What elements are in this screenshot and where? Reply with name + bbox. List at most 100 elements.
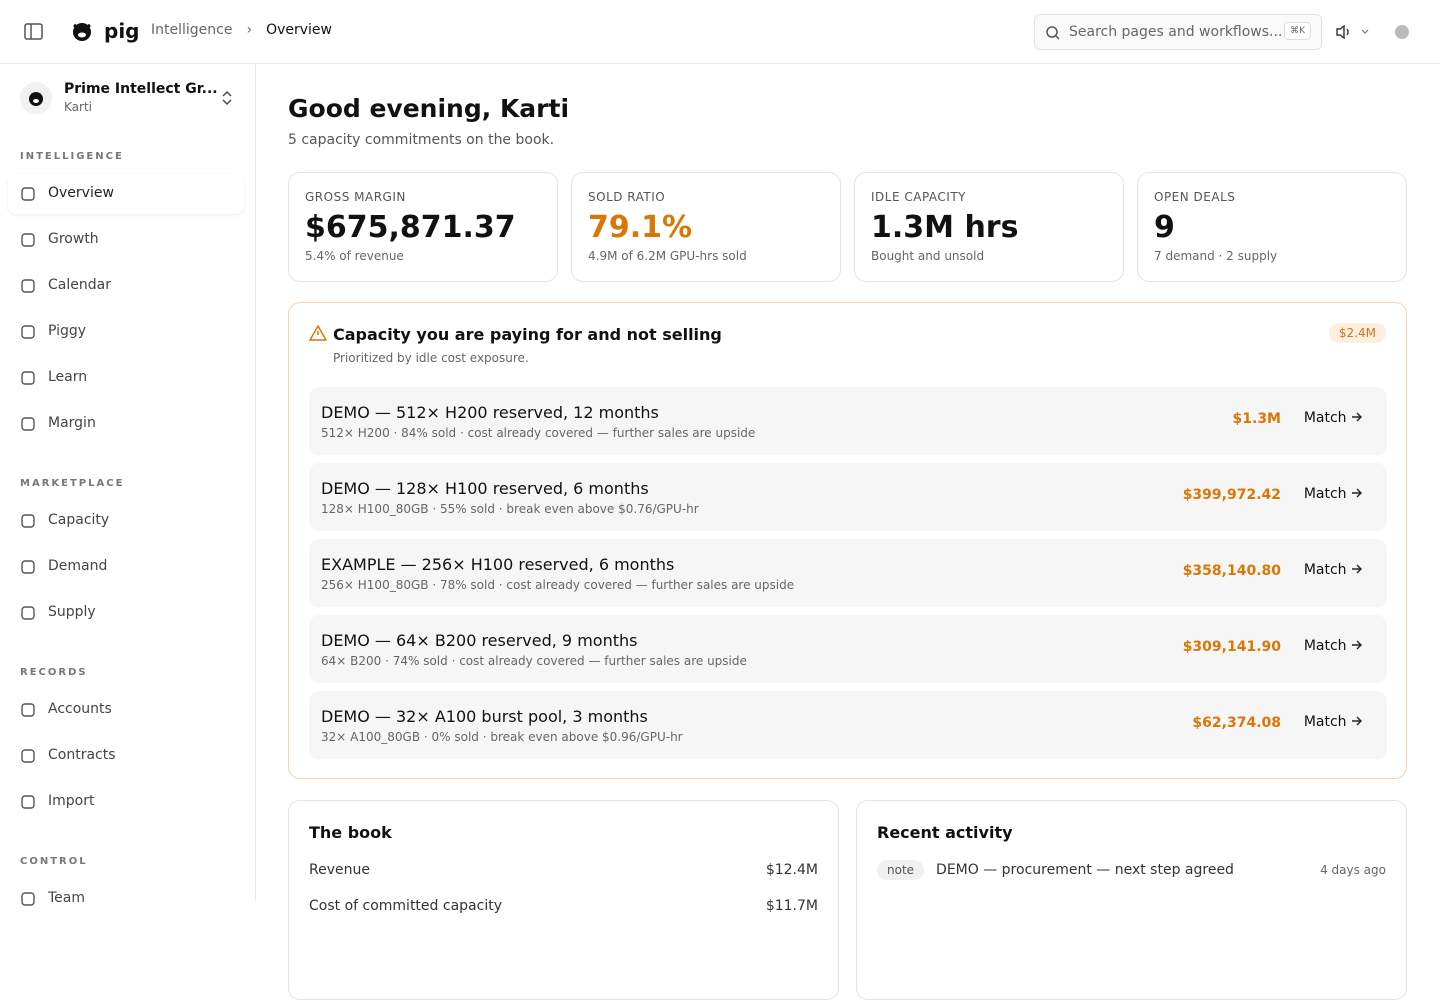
alert-item: DEMO — 64× B200 reserved, 9 months 64× B2… (309, 615, 1387, 683)
row-value: $12.4M (765, 862, 818, 878)
nav-icon (21, 892, 35, 906)
nav-label: Accounts (48, 701, 112, 717)
activity-card: Recent activity note DEMO — procurement — … (856, 800, 1407, 1000)
nav-item[interactable]: Capacity (8, 501, 244, 541)
header: pig Intelligence › Overview Search pages a… (0, 0, 1440, 64)
item-title: DEMO — 32× A100 burst pool, 3 months (321, 707, 648, 726)
logo (73, 23, 91, 41)
nav-icon (21, 795, 35, 809)
arrow (1352, 488, 1362, 498)
nav-icon (21, 325, 35, 339)
stat-value: 1.3M hrs (871, 210, 1019, 245)
match-button[interactable]: Match (1304, 486, 1363, 502)
item-amount: $1.3M (1232, 411, 1281, 427)
avatar[interactable] (1393, 22, 1411, 40)
nav-item[interactable]: Overview (8, 174, 244, 214)
stat-value: 9 (1154, 210, 1175, 245)
activity-tag: note (877, 860, 925, 880)
nav-item[interactable]: Growth (8, 220, 244, 260)
item-title: EXAMPLE — 256× H100 reserved, 6 months (321, 555, 675, 574)
item-amount: $399,972.42 (1182, 487, 1281, 503)
stat-card: IDLE CAPACITY 1.3M hrs Bought and unsold (854, 172, 1124, 282)
card-title: The book (309, 823, 392, 842)
nav-icon (21, 417, 35, 431)
stat-note: Bought and unsold (871, 249, 985, 263)
nav-icon (21, 606, 35, 620)
crumb: Overview (266, 22, 332, 38)
match-button[interactable]: Match (1304, 714, 1363, 730)
org-switch[interactable] (221, 90, 233, 106)
nav-label: Contracts (48, 747, 116, 763)
nav-label: Learn (48, 369, 88, 385)
nav-item[interactable]: Supply (8, 593, 244, 633)
nav-label: Demand (48, 558, 108, 574)
nav-label: Overview (48, 185, 114, 201)
org-avatar (20, 82, 52, 114)
item-detail: 512× H200 · 84% sold · cost already cove… (321, 426, 756, 440)
item-detail: 128× H100_80GB · 55% sold · break even a… (321, 502, 699, 516)
nav-item[interactable]: Margin (8, 404, 244, 444)
activity-time: 4 days ago (1320, 863, 1386, 877)
alert-item: DEMO — 32× A100 burst pool, 3 months 32× … (309, 691, 1387, 759)
sound-toggle[interactable] (1336, 24, 1370, 40)
item-detail: 32× A100_80GB · 0% sold · break even abo… (321, 730, 683, 744)
nav-item[interactable]: Piggy (8, 312, 244, 352)
book-row: Revenue $12.4M (309, 862, 818, 878)
row-value: $11.7M (765, 898, 818, 914)
search-placeholder: Search pages and workflows... (1069, 24, 1283, 40)
crumb[interactable]: Intelligence (151, 22, 233, 38)
alert-item: EXAMPLE — 256× H100 reserved, 6 months 25… (309, 539, 1387, 607)
nav-item[interactable]: Calendar (8, 266, 244, 306)
stat-note: 5.4% of revenue (305, 249, 404, 263)
alert-item: DEMO — 128× H100 reserved, 6 months 128× … (309, 463, 1387, 531)
nav-label: Margin (48, 415, 96, 431)
stat-card: GROSS MARGIN $675,871.37 5.4% of revenue (288, 172, 558, 282)
nav-icon (21, 514, 35, 528)
nav-label: Import (48, 793, 95, 809)
greeting: Good evening, Karti (288, 94, 570, 123)
item-title: DEMO — 64× B200 reserved, 9 months (321, 631, 638, 650)
stat-card: OPEN DEALS 9 7 demand · 2 supply (1137, 172, 1407, 282)
row-label: Revenue (309, 862, 370, 878)
section-label: RECORDS (20, 667, 88, 678)
nav-item[interactable]: Contracts (8, 736, 244, 776)
nav-icon (21, 560, 35, 574)
org-name[interactable]: Prime Intellect Gr... (64, 81, 218, 97)
arrow (1352, 412, 1362, 422)
section-label: CONTROL (20, 856, 88, 867)
nav-item[interactable]: Accounts (8, 690, 244, 730)
match-button[interactable]: Match (1304, 410, 1363, 426)
search[interactable]: Search pages and workflows... ⌘K (1034, 14, 1322, 50)
nav-label: Piggy (48, 323, 87, 339)
item-amount: $309,141.90 (1182, 639, 1281, 655)
section-label: INTELLIGENCE (20, 151, 124, 162)
nav-icon (21, 703, 35, 717)
nav-icon (21, 233, 35, 247)
separator: › (246, 22, 253, 38)
sidebar-toggle[interactable] (24, 22, 44, 42)
match-button[interactable]: Match (1304, 638, 1363, 654)
nav-label: Team (48, 890, 86, 906)
nav-item[interactable]: Team (8, 879, 244, 919)
user-name: Karti (64, 100, 92, 114)
match-button[interactable]: Match (1304, 562, 1363, 578)
stat-label: OPEN DEALS (1154, 190, 1236, 204)
nav-item[interactable]: Learn (8, 358, 244, 398)
alert-subtitle: Prioritized by idle cost exposure. (333, 351, 529, 365)
shortcut: ⌘K (1284, 22, 1311, 40)
stat-label: SOLD RATIO (588, 190, 666, 204)
item-amount: $62,374.08 (1192, 715, 1281, 731)
arrow (1352, 716, 1362, 726)
item-title: DEMO — 128× H100 reserved, 6 months (321, 479, 649, 498)
nav-item[interactable]: Demand (8, 547, 244, 587)
activity-text: DEMO — procurement — next step agreed (936, 862, 1234, 878)
alert-title: Capacity you are paying for and not sell… (333, 325, 722, 344)
nav-label: Capacity (48, 512, 110, 528)
subtitle: 5 capacity commitments on the book. (288, 132, 555, 148)
nav-icon (21, 187, 35, 201)
nav-item[interactable]: Import (8, 782, 244, 822)
book-card: The book Revenue $12.4M Cost of committed c… (288, 800, 839, 1000)
warning-icon (309, 325, 327, 341)
alert-badge: $2.4M (1328, 323, 1386, 343)
